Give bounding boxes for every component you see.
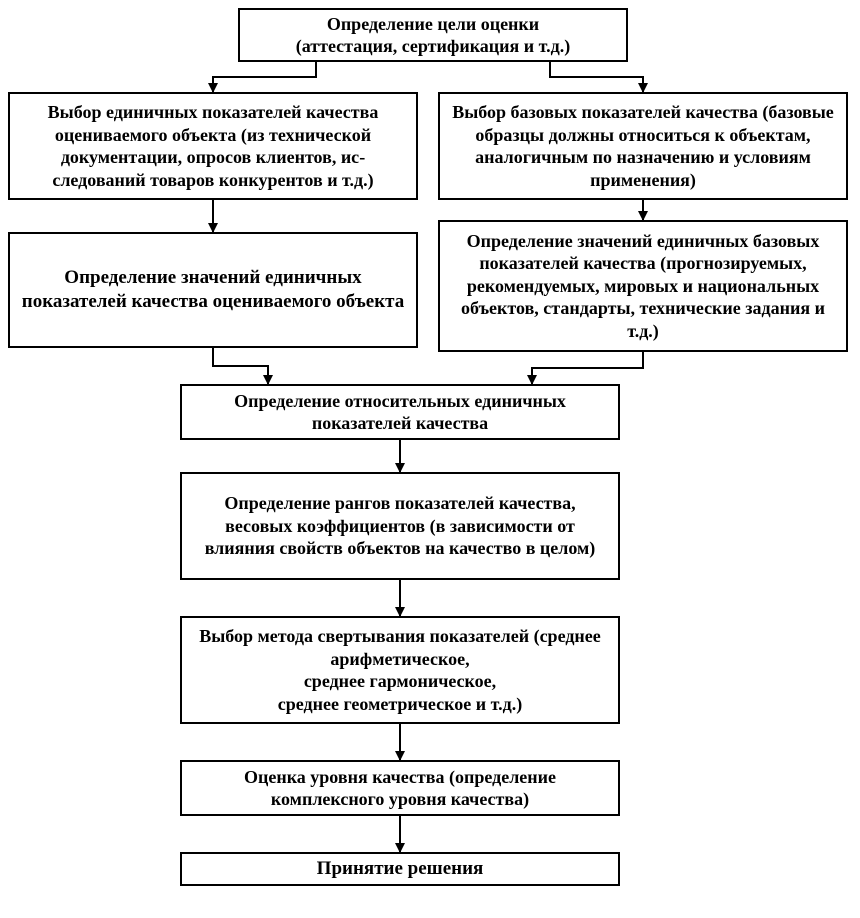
node-label: Выбор базовых показателей качества (базо… (450, 101, 836, 191)
node-n4: Определение относительных единичных пока… (180, 384, 620, 440)
node-label: Выбор единичных показателей качества оце… (20, 101, 406, 191)
node-label: Определение цели оценки(аттестация, серт… (296, 13, 571, 58)
edge-n1-n2a (213, 62, 316, 92)
node-n6: Выбор метода свертывания показателей (ср… (180, 616, 620, 724)
node-label: Определение относительных единичных пока… (192, 390, 608, 435)
node-label: Принятие решения (317, 857, 484, 881)
node-n3a: Определение значений единичных показател… (8, 232, 418, 348)
edge-n3a-n4 (213, 348, 268, 384)
edge-n3b-n4 (532, 352, 643, 384)
node-label: Определение значений единичных базовых п… (450, 230, 836, 343)
node-n1: Определение цели оценки(аттестация, серт… (238, 8, 628, 62)
edge-n1-n2b (550, 62, 643, 92)
node-label: Оценка уровня качества (определение комп… (192, 766, 608, 811)
node-n8: Принятие решения (180, 852, 620, 886)
node-label: Выбор метода свертывания показателей (ср… (192, 625, 608, 715)
node-n7: Оценка уровня качества (определение комп… (180, 760, 620, 816)
node-n5: Определение рангов показателей качества,… (180, 472, 620, 580)
node-n2b: Выбор базовых показателей качества (базо… (438, 92, 848, 200)
node-label: Определение рангов показателей качества,… (192, 492, 608, 560)
flowchart-canvas: Определение цели оценки(аттестация, серт… (0, 0, 860, 918)
node-label: Определение значений единичных показател… (20, 266, 406, 314)
node-n3b: Определение значений единичных базовых п… (438, 220, 848, 352)
node-n2a: Выбор единичных показателей качества оце… (8, 92, 418, 200)
